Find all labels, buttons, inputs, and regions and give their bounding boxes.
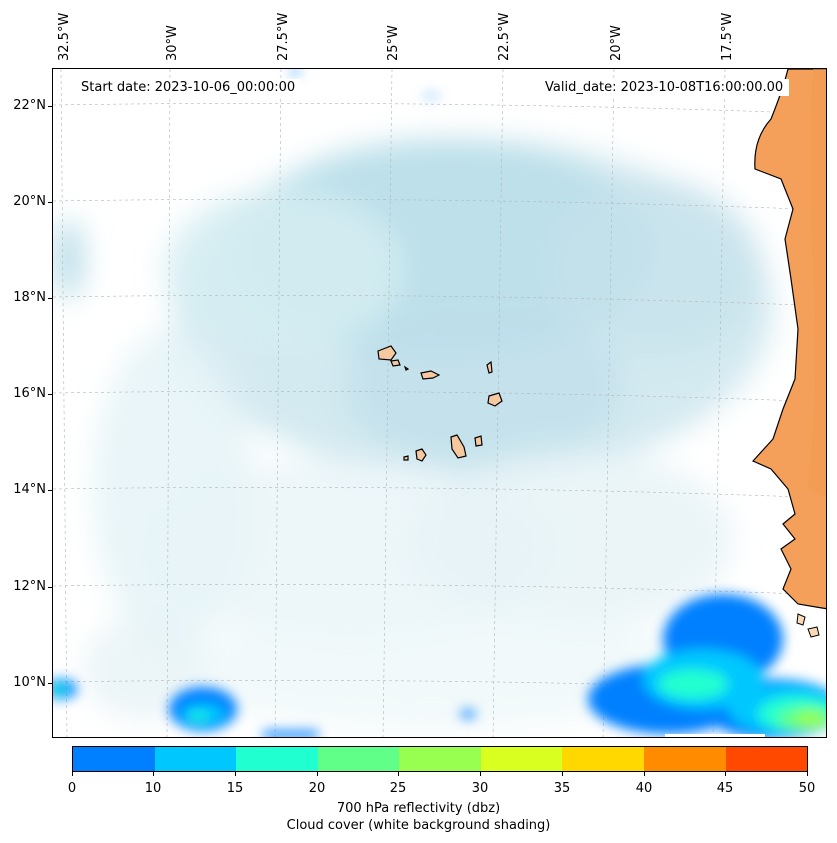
- cape-verde-islands: [377, 345, 503, 462]
- colorbar-segment-15-20: [236, 747, 318, 771]
- colorbar-tick-0: 0: [67, 781, 77, 796]
- island-boa-vista: [487, 392, 503, 407]
- map-canvas: [53, 69, 826, 737]
- colorbar-segment-25-30: [399, 747, 481, 771]
- colorbar-tick-20: 20: [308, 781, 326, 796]
- colorbar-sublabel: Cloud cover (white background shading): [286, 818, 551, 833]
- island-fogo: [415, 448, 427, 462]
- colorbar-tick-40: 40: [635, 781, 653, 796]
- island-brava: [403, 455, 409, 461]
- lat-label-10n: 10°N: [13, 675, 46, 690]
- cloud-cover-layer: [53, 139, 773, 729]
- reflectivity-colorbar: [72, 746, 808, 772]
- map-panel[interactable]: Start date: 2023-10-06_00:00:00 Valid_da…: [52, 68, 827, 738]
- island-sal: [486, 360, 493, 374]
- start-date-label: Start date: 2023-10-06_00:00:00: [75, 79, 302, 96]
- colorbar-tick-15: 15: [226, 781, 244, 796]
- africa-coastline: [751, 69, 826, 638]
- bijagos-islands: [796, 613, 820, 638]
- lat-label-22n: 22°N: [13, 98, 46, 113]
- colorbar-tick-30: 30: [471, 781, 489, 796]
- island-santiago: [450, 434, 467, 459]
- clear-area: [665, 734, 765, 737]
- colorbar-tick-25: 25: [389, 781, 407, 796]
- island-sao-vicente: [390, 359, 401, 367]
- lat-label-20n: 20°N: [13, 194, 46, 209]
- island-santo-antao: [377, 345, 397, 361]
- lon-label-27-5w: 27.5°W: [276, 12, 291, 61]
- colorbar-label: 700 hPa reflectivity (dbz): [336, 801, 501, 816]
- africa-land-gradient: [808, 69, 826, 498]
- colorbar-tick-10: 10: [144, 781, 162, 796]
- colorbar-segment-40-45: [643, 747, 726, 771]
- africa-land: [751, 69, 826, 610]
- colorbar-segment-10-15: [154, 747, 237, 771]
- island-maio: [474, 435, 483, 447]
- colorbar-segment-0-10: [73, 747, 155, 771]
- colorbar-tick-50: 50: [798, 781, 816, 796]
- colorbar-tick-35: 35: [553, 781, 571, 796]
- lat-label-12n: 12°N: [13, 579, 46, 594]
- colorbar-segment-30-35: [480, 747, 563, 771]
- lon-label-32-5w: 32.5°W: [57, 12, 72, 61]
- colorbar-segment-45-50: [725, 747, 808, 771]
- colorbar-tick-45: 45: [716, 781, 734, 796]
- island-santa-luzia: [403, 365, 410, 371]
- lon-label-17-5w: 17.5°W: [720, 12, 735, 61]
- colorbar-segment-20-25: [317, 747, 400, 771]
- colorbar-segment-35-40: [562, 747, 644, 771]
- lon-label-25w: 25°W: [386, 25, 401, 61]
- lat-label-18n: 18°N: [13, 290, 46, 305]
- reflectivity-layer: [53, 69, 826, 737]
- lat-label-14n: 14°N: [13, 482, 46, 497]
- lon-label-30w: 30°W: [165, 25, 180, 61]
- island-sao-nicolau: [420, 370, 441, 380]
- lat-label-16n: 16°N: [13, 386, 46, 401]
- lon-label-20w: 20°W: [609, 25, 624, 61]
- valid-date-label: Valid_date: 2023-10-08T16:00:00.00: [539, 79, 790, 96]
- lon-label-22-5w: 22.5°W: [497, 12, 512, 61]
